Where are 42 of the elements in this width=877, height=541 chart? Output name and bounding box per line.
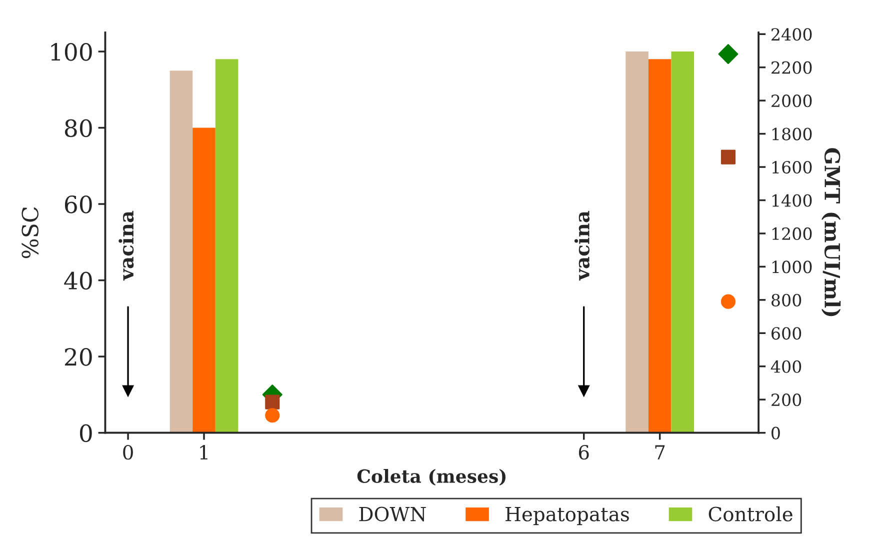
y-tick-label: 100: [51, 42, 92, 61]
legend-label: DOWN: [359, 506, 426, 522]
y2-tick-label: 1400: [772, 194, 812, 207]
bar: [215, 59, 238, 433]
point: [265, 408, 280, 423]
point: [720, 150, 736, 164]
point: [720, 294, 736, 309]
y2-tick-label: 1800: [772, 128, 812, 140]
y-tick-label: 0: [80, 424, 92, 442]
x-tick-label: 7: [655, 445, 665, 460]
y2-tick-label: 600: [772, 327, 802, 340]
ref-line-label: vacina: [574, 210, 590, 281]
y2-tick-label: 400: [770, 360, 802, 373]
point: [718, 44, 738, 64]
x-tick-label: 1: [200, 444, 208, 460]
x-axis-title: Coleta (meses): [357, 468, 506, 486]
legend-label: Hepatopatas: [506, 506, 629, 526]
x-tick-label: 6: [578, 444, 589, 460]
y-tick-label: 60: [64, 195, 92, 214]
y-axis-title: %SC: [22, 207, 39, 258]
y2-tick-label: 2400: [772, 28, 812, 41]
y-tick-label: 20: [64, 348, 92, 366]
bar: [671, 52, 694, 433]
y-tick-label: 40: [64, 272, 92, 290]
y-tick-label: 80: [64, 119, 92, 138]
ref-line-label: vacina: [118, 210, 134, 281]
y2-tick-label: 2000: [772, 94, 812, 108]
y2-tick-label: 1600: [772, 160, 812, 174]
legend-label: Controle: [708, 506, 792, 522]
y2-tick-label: 800: [772, 294, 802, 306]
point: [265, 394, 280, 410]
y2-tick-label: 0: [772, 426, 780, 440]
bar: [626, 52, 648, 433]
bar: [192, 128, 216, 433]
y2-tick-label: 200: [772, 394, 802, 406]
x-tick-label: 0: [123, 444, 133, 460]
y2-tick-label: 1200: [772, 227, 812, 240]
y2-axis-title: GMT (mUI/ml): [822, 148, 841, 316]
y2-tick-label: 1000: [772, 260, 812, 274]
y2-tick-label: 2200: [772, 61, 812, 74]
bar: [170, 70, 193, 433]
bar: [648, 59, 672, 433]
